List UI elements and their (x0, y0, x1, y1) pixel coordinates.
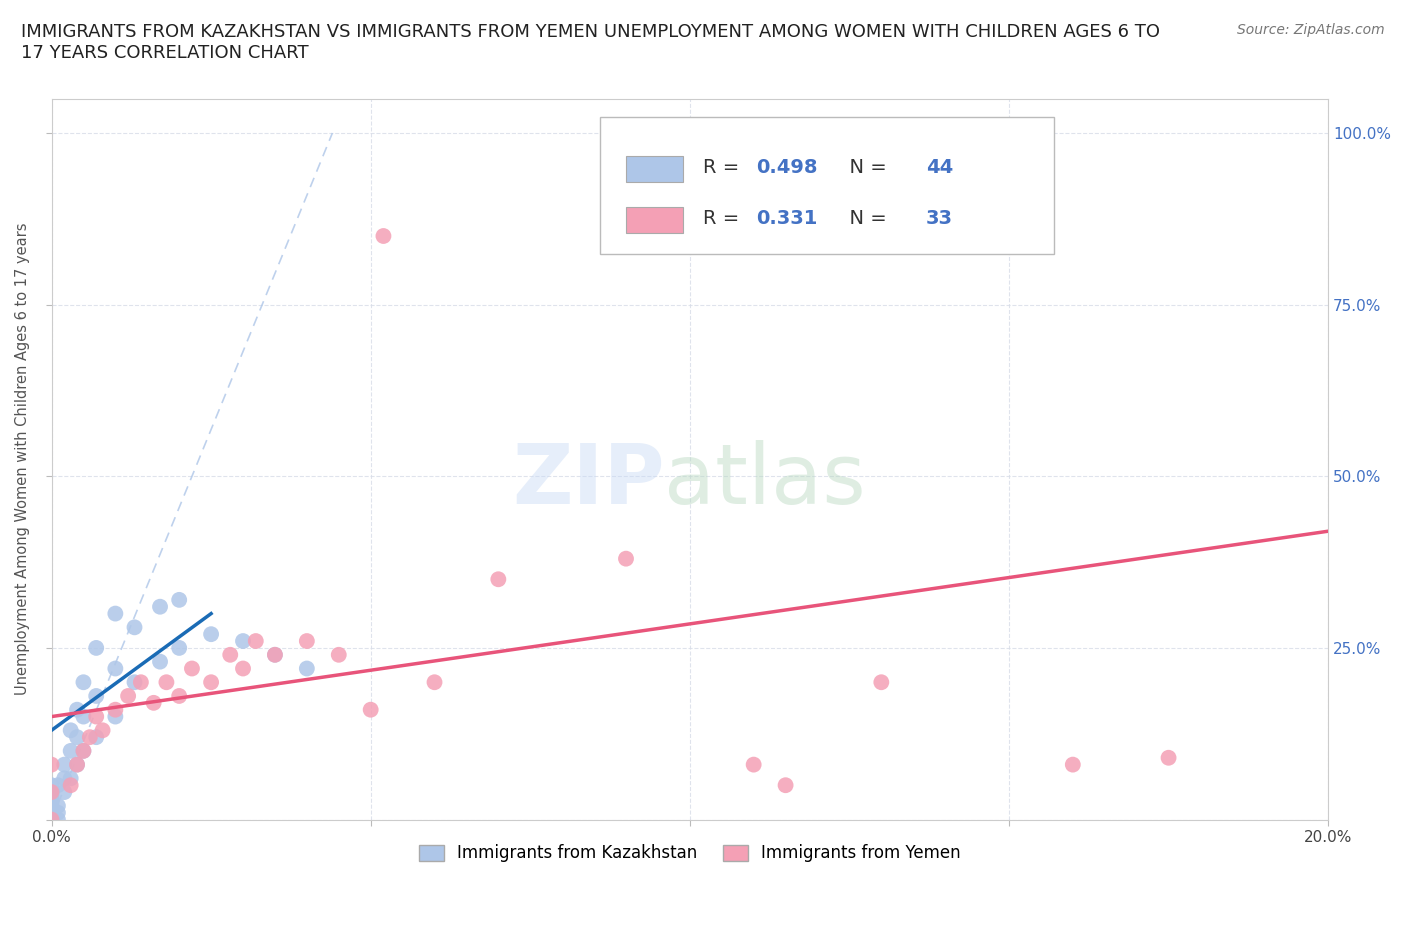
FancyBboxPatch shape (600, 117, 1053, 254)
Point (66, 702, 89, 717)
Point (53, 771, 76, 786)
Point (149, 599, 172, 614)
Point (149, 654, 172, 669)
Text: Source: ZipAtlas.com: Source: ZipAtlas.com (1237, 23, 1385, 37)
Point (41, 757, 63, 772)
Point (264, 647, 287, 662)
Point (72, 743, 94, 758)
Point (41, 795, 63, 810)
Point (870, 675, 893, 690)
Point (91, 723, 114, 737)
Point (41, 812, 63, 827)
Point (84, 641, 107, 656)
Text: atlas: atlas (664, 440, 866, 521)
Point (775, 777, 797, 792)
Text: 33: 33 (927, 208, 953, 228)
Point (1157, 751, 1180, 765)
Point (232, 633, 254, 648)
Point (46, 805, 69, 820)
Text: R =: R = (703, 158, 745, 178)
Text: IMMIGRANTS FROM KAZAKHSTAN VS IMMIGRANTS FROM YEMEN UNEMPLOYMENT AMONG WOMEN WIT: IMMIGRANTS FROM KAZAKHSTAN VS IMMIGRANTS… (21, 23, 1160, 62)
Point (72, 743, 94, 758)
Point (66, 730, 89, 745)
Point (295, 633, 318, 648)
Point (373, 229, 395, 244)
Point (104, 710, 127, 724)
Point (41, 788, 63, 803)
Point (41, 785, 63, 800)
Text: 0.498: 0.498 (756, 158, 818, 178)
Bar (626, 156, 683, 182)
Point (66, 757, 89, 772)
Bar (626, 206, 683, 232)
Point (59, 723, 82, 737)
Point (84, 688, 107, 703)
Point (155, 675, 177, 690)
Point (41, 785, 63, 800)
Point (124, 675, 146, 690)
Point (104, 606, 127, 621)
Point (117, 688, 139, 703)
Point (53, 785, 76, 800)
Point (79, 730, 101, 745)
Text: 44: 44 (927, 158, 953, 178)
Point (46, 812, 69, 827)
Point (167, 688, 190, 703)
Point (142, 696, 165, 711)
Point (72, 675, 94, 690)
Point (264, 647, 287, 662)
Point (53, 757, 76, 772)
Point (84, 730, 107, 745)
Text: N =: N = (837, 208, 893, 228)
Point (46, 798, 69, 813)
Point (41, 812, 63, 827)
Point (219, 647, 242, 662)
Point (41, 809, 63, 824)
Point (486, 572, 509, 587)
Point (84, 710, 107, 724)
Point (200, 627, 222, 642)
Point (167, 592, 190, 607)
Point (167, 641, 190, 656)
Point (41, 812, 63, 827)
Point (742, 757, 765, 772)
Point (66, 757, 89, 772)
Point (124, 620, 146, 635)
Point (59, 777, 82, 792)
Point (295, 661, 318, 676)
Point (1062, 757, 1084, 772)
Point (360, 702, 382, 717)
Text: 0.331: 0.331 (756, 208, 818, 228)
Point (232, 661, 254, 676)
Point (41, 791, 63, 806)
Point (245, 633, 267, 648)
Point (129, 675, 152, 690)
Point (41, 798, 63, 813)
Point (423, 675, 446, 690)
Point (59, 771, 82, 786)
Text: N =: N = (837, 158, 893, 178)
Point (104, 702, 127, 717)
Point (181, 661, 204, 676)
Point (200, 675, 222, 690)
Point (41, 812, 63, 827)
Point (46, 777, 69, 792)
Point (328, 647, 350, 662)
Point (104, 661, 127, 676)
Point (41, 777, 63, 792)
Legend: Immigrants from Kazakhstan, Immigrants from Yemen: Immigrants from Kazakhstan, Immigrants f… (412, 838, 967, 869)
Point (41, 805, 63, 820)
Point (614, 551, 637, 566)
Point (72, 710, 94, 724)
Text: R =: R = (703, 208, 745, 228)
Y-axis label: Unemployment Among Women with Children Ages 6 to 17 years: Unemployment Among Women with Children A… (15, 223, 30, 696)
Point (59, 743, 82, 758)
Text: ZIP: ZIP (512, 440, 664, 521)
Point (41, 802, 63, 817)
